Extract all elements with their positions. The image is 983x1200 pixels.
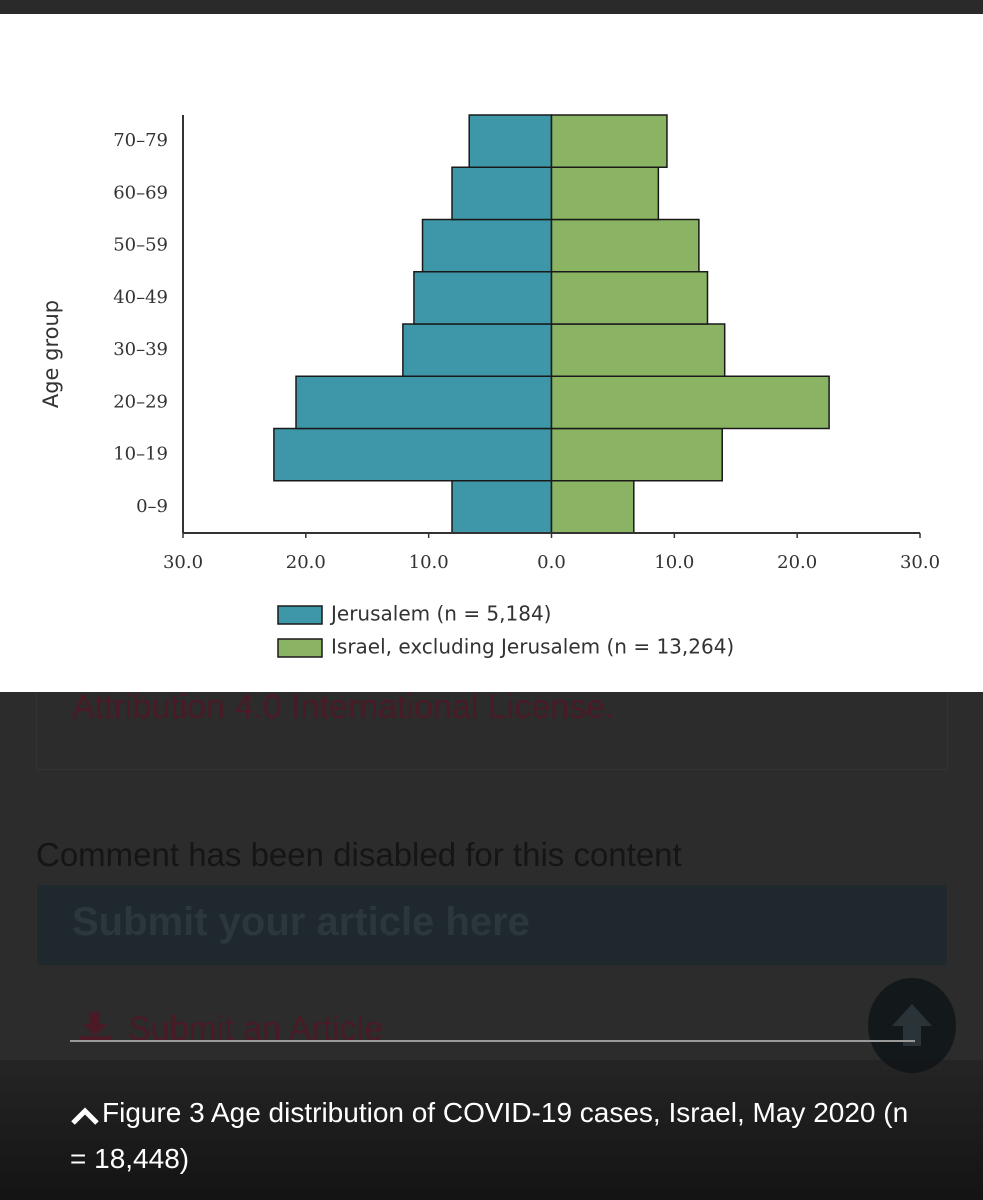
- chart: Age group 30.0 20.0 10.0 0.0 10.0 20.0 30.0 0–9…: [0, 14, 983, 692]
- bar: [295, 375, 553, 430]
- comment-text: Comment has been disabled for this conte…: [36, 836, 682, 873]
- submit-header: [37, 885, 947, 965]
- submit-link[interactable]: Submit an Article: [128, 1010, 384, 1048]
- license-text[interactable]: Attribution 4.0 International License.: [72, 688, 615, 726]
- x-tick-label: 20.0: [286, 552, 326, 573]
- y-axis-label: Age group: [39, 300, 63, 408]
- bar: [421, 218, 553, 273]
- y-tick-label: 20–29: [113, 391, 168, 412]
- legend-swatch: [277, 638, 323, 658]
- caption-overlay: [0, 1060, 983, 1200]
- y-tick-label: 40–49: [113, 287, 168, 308]
- bar: [550, 271, 709, 325]
- bar: [550, 323, 726, 377]
- x-tick-label: 10.0: [654, 552, 694, 573]
- scroll-top-button[interactable]: [868, 978, 956, 1073]
- legend-label: Jerusalem (n = 5,184): [329, 602, 552, 626]
- y-tick-label: 0–9: [136, 496, 168, 517]
- top-bar: [0, 0, 983, 14]
- bar: [273, 427, 553, 482]
- x-tick-label: 10.0: [409, 552, 449, 573]
- bar: [550, 427, 723, 482]
- legend-label: Israel, excluding Jerusalem (n = 13,264): [331, 635, 734, 659]
- submit-heading: Submit your article here: [72, 900, 530, 944]
- scroll-top-icon: [892, 1004, 932, 1046]
- x-tick-label: 0.0: [537, 552, 566, 573]
- caption[interactable]: Figure 3 Age distribution of COVID-19 ca…: [70, 1090, 930, 1182]
- bar: [550, 375, 830, 430]
- x-tick-label: 30.0: [163, 552, 203, 573]
- download-icon: [80, 1012, 112, 1042]
- bar: [550, 166, 660, 221]
- caption-chevron: [71, 1107, 99, 1125]
- bar: [451, 166, 553, 221]
- bar: [550, 480, 635, 534]
- x-tick-label: 20.0: [777, 552, 817, 573]
- bar: [468, 114, 553, 168]
- bar: [402, 323, 553, 377]
- divider: [70, 1040, 915, 1042]
- bar: [550, 114, 668, 168]
- legend-swatch: [277, 605, 323, 625]
- caption-text: Figure 3 Age distribution of COVID-19 ca…: [70, 1097, 909, 1174]
- y-tick-label: 30–39: [113, 339, 168, 360]
- y-tick-label: 60–69: [113, 182, 168, 203]
- bar: [451, 480, 553, 534]
- x-tick-label: 30.0: [900, 552, 940, 573]
- bar: [413, 271, 553, 325]
- y-tick-label: 50–59: [113, 235, 168, 256]
- y-tick-label: 70–79: [113, 130, 168, 151]
- y-tick-label: 10–19: [113, 444, 168, 465]
- bar: [550, 218, 700, 273]
